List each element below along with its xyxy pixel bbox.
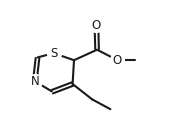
Text: N: N <box>30 75 39 88</box>
Text: S: S <box>50 47 57 60</box>
Text: O: O <box>92 19 101 32</box>
Text: O: O <box>113 54 122 67</box>
